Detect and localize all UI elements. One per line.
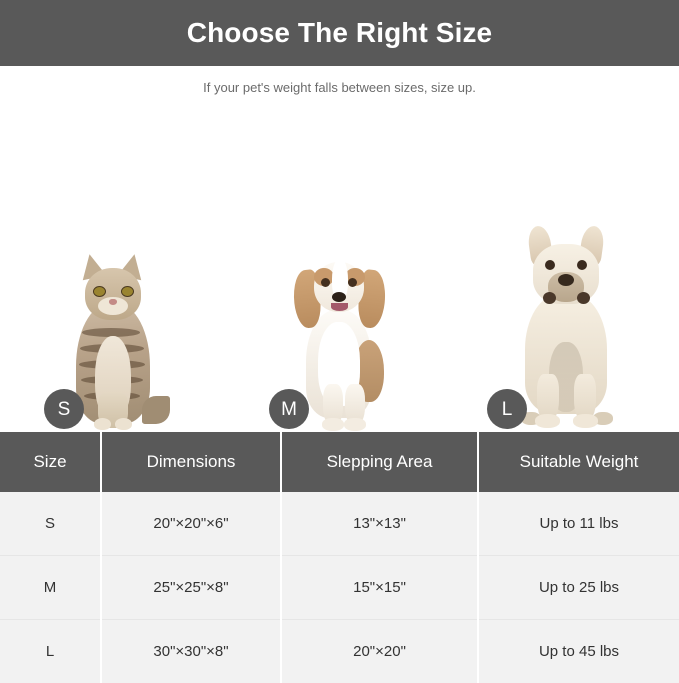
spaniel-paw-left [322,418,344,431]
column-header-size: Size [0,432,101,492]
cell-size: L [0,620,101,683]
size-badge-small: S [44,389,84,429]
cat-nose [109,299,117,305]
table-row: M 25"×25"×8" 15"×15" Up to 25 lbs [0,556,679,620]
spaniel-eye-right [348,278,357,287]
spaniel-nose [332,292,346,302]
subtitle-text: If your pet's weight falls between sizes… [203,81,476,94]
table-row: L 30"×30"×8" 20"×20" Up to 45 lbs [0,620,679,683]
bulldog-paw-right [573,414,598,428]
cell-sleeping-area: 13"×13" [281,492,478,556]
cell-suitable-weight: Up to 25 lbs [478,556,679,620]
bulldog-nose [558,274,574,286]
cat-paw-left [94,418,111,430]
cell-dimensions: 25"×25"×8" [101,556,281,620]
pet-cell-large [453,108,679,432]
title-banner: Choose The Right Size [0,0,679,66]
cell-size: M [0,556,101,620]
cat-eye-right [121,286,134,297]
subtitle-banner: If your pet's weight falls between sizes… [0,66,679,108]
bulldog-jowl-left [543,292,556,304]
spaniel-eye-left [321,278,330,287]
cell-dimensions: 30"×30"×8" [101,620,281,683]
cat-tail [142,396,170,424]
pet-cell-small [0,108,226,432]
table-row: S 20"×20"×6" 13"×13" Up to 11 lbs [0,492,679,556]
column-header-dimensions: Dimensions [101,432,281,492]
spaniel-mouth [331,303,348,311]
cell-sleeping-area: 15"×15" [281,556,478,620]
size-badge-medium: M [269,389,309,429]
cell-dimensions: 20"×20"×6" [101,492,281,556]
cell-suitable-weight: Up to 45 lbs [478,620,679,683]
table-header-row: Size Dimensions Slepping Area Suitable W… [0,432,679,492]
column-header-sleeping-area: Slepping Area [281,432,478,492]
pet-cell-medium [226,108,452,432]
spaniel-paw-right [344,418,366,431]
table-header: Size Dimensions Slepping Area Suitable W… [0,432,679,492]
cat-eye-left [93,286,106,297]
page-title: Choose The Right Size [187,19,492,47]
cell-sleeping-area: 20"×20" [281,620,478,683]
bulldog-jowl-right [577,292,590,304]
bulldog-eye-left [545,260,555,270]
cat-paw-right [115,418,132,430]
size-chart-table: Size Dimensions Slepping Area Suitable W… [0,432,679,683]
bulldog-eye-right [577,260,587,270]
cell-size: S [0,492,101,556]
bulldog-paw-left [535,414,560,428]
size-badge-large: L [487,389,527,429]
cell-suitable-weight: Up to 11 lbs [478,492,679,556]
pet-illustrations-row: S M L [0,108,679,432]
column-header-suitable-weight: Suitable Weight [478,432,679,492]
table-body: S 20"×20"×6" 13"×13" Up to 11 lbs M 25"×… [0,492,679,683]
